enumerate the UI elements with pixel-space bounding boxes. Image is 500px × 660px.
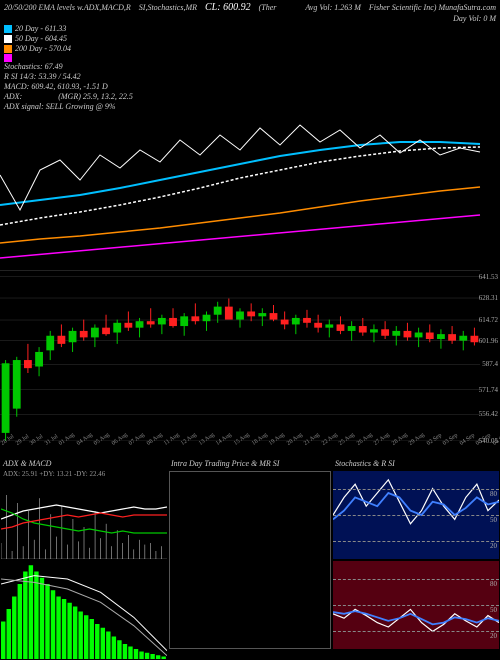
main-chart (0, 120, 500, 260)
swatch-mgps (4, 54, 12, 62)
cl-label: CL: (205, 2, 221, 13)
panel-adx-macd: ADX & MACD ADX: 25.91 +DY: 13.21 -DY: 22… (1, 469, 167, 659)
legend-adxsig: ADX signal: SELL Growing @ 9% (4, 102, 133, 112)
swatch-50 (4, 35, 12, 43)
bottom-panels: ADX & MACD ADX: 25.91 +DY: 13.21 -DY: 22… (0, 468, 500, 660)
header: 20/50/200 EMA levels w.ADX,MACD,R SI,Sto… (0, 0, 500, 26)
panel-title-left: ADX & MACD (3, 459, 51, 468)
avgvol-label: Avg Vol: (305, 3, 332, 12)
legend-mgr: (MGR) 25.9, 13.2, 22.5 (58, 92, 133, 102)
legend-stoch: Stochastics: 67.49 (4, 62, 133, 72)
legend-20: 20 Day - 611.33 (15, 24, 66, 34)
legend-macd: MACD: 609.42, 610.93, -1.51 D (4, 82, 133, 92)
panel-title-mid: Intra Day Trading Price & MR SI (171, 459, 279, 468)
panel-intraday: Intra Day Trading Price & MR SI (169, 469, 331, 659)
legend: 20 Day - 611.33 50 Day - 604.45 200 Day … (4, 24, 133, 112)
legend-adx: ADX: (4, 92, 22, 102)
title-mid: SI,Stochastics,MR (139, 2, 197, 13)
panel-stoch-rsi: Stochastics & R SI 805020 805020 (333, 469, 499, 659)
cl-value: 600.92 (223, 2, 251, 13)
company: Fisher Scientific Inc) MunafaSutra.com (369, 2, 496, 13)
dayvol-value: 0 M (483, 14, 496, 23)
legend-200: 200 Day - 570.04 (15, 44, 71, 54)
adx-caption: ADX: 25.91 +DY: 13.21 -DY: 22.46 (1, 469, 167, 479)
ticker-info: (Ther (259, 2, 277, 13)
avgvol-value: 1.263 M (334, 3, 361, 12)
legend-rsi: R SI 14/3: 53.39 / 54.42 (4, 72, 133, 82)
legend-50: 50 Day - 604.45 (15, 34, 67, 44)
panel-title-right: Stochastics & R SI (335, 459, 395, 468)
candle-chart: 641.53628.31614.72601.96587.4571.74556.4… (0, 270, 480, 440)
swatch-20 (4, 25, 12, 33)
dayvol-label: Day Vol: (453, 14, 481, 23)
title-left: 20/50/200 EMA levels w.ADX,MACD,R (4, 2, 131, 13)
swatch-200 (4, 45, 12, 53)
